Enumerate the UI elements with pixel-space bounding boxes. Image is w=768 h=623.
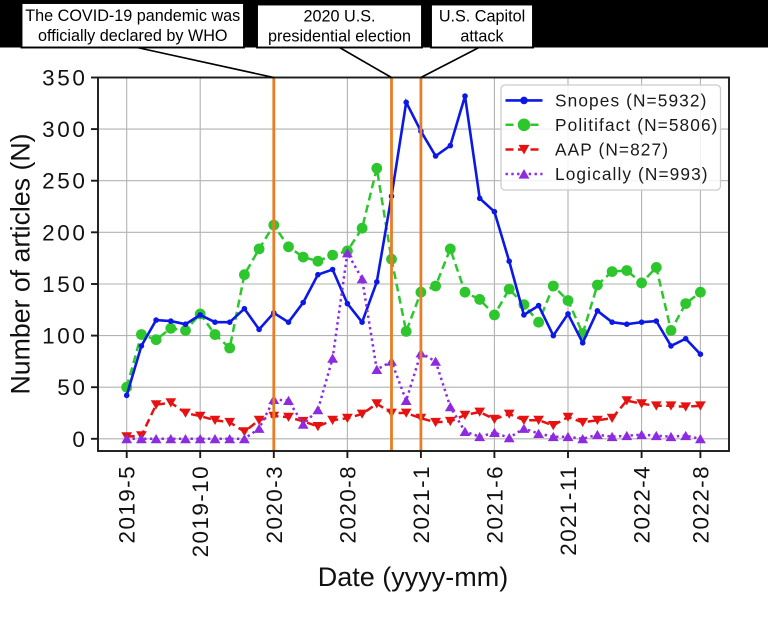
svg-text:Snopes (N=5932): Snopes (N=5932)	[555, 91, 707, 111]
svg-text:300: 300	[42, 117, 87, 142]
svg-text:U.S. Capitol: U.S. Capitol	[439, 8, 525, 26]
svg-text:100: 100	[42, 324, 87, 349]
svg-text:2021-11: 2021-11	[556, 465, 581, 556]
svg-text:150: 150	[42, 272, 87, 297]
svg-text:2020-3: 2020-3	[262, 465, 287, 543]
svg-text:250: 250	[42, 169, 87, 194]
svg-text:2020 U.S.: 2020 U.S.	[304, 8, 376, 26]
svg-text:0: 0	[72, 427, 87, 452]
svg-text:presidential election: presidential election	[268, 28, 411, 46]
svg-text:2021-6: 2021-6	[482, 465, 507, 543]
svg-text:350: 350	[42, 66, 87, 91]
svg-text:Politifact (N=5806): Politifact (N=5806)	[555, 115, 719, 135]
svg-text:2021-1: 2021-1	[409, 465, 434, 543]
svg-text:Logically (N=993): Logically (N=993)	[555, 164, 709, 184]
svg-text:2019-5: 2019-5	[115, 465, 140, 543]
svg-text:2019-10: 2019-10	[188, 465, 213, 557]
svg-text:The COVID-19 pandemic was: The COVID-19 pandemic was	[25, 7, 240, 25]
svg-text:200: 200	[42, 220, 87, 245]
svg-text:Number of articles (N): Number of articles (N)	[6, 134, 36, 395]
svg-text:2022-8: 2022-8	[688, 465, 713, 543]
svg-text:officially declared by WHO: officially declared by WHO	[38, 27, 228, 45]
svg-text:2022-4: 2022-4	[630, 465, 655, 543]
svg-text:attack: attack	[460, 28, 504, 46]
svg-text:50: 50	[57, 375, 87, 400]
svg-text:AAP (N=827): AAP (N=827)	[555, 140, 669, 160]
svg-text:Date (yyyy-mm): Date (yyyy-mm)	[318, 562, 509, 592]
svg-text:2020-8: 2020-8	[335, 465, 360, 543]
